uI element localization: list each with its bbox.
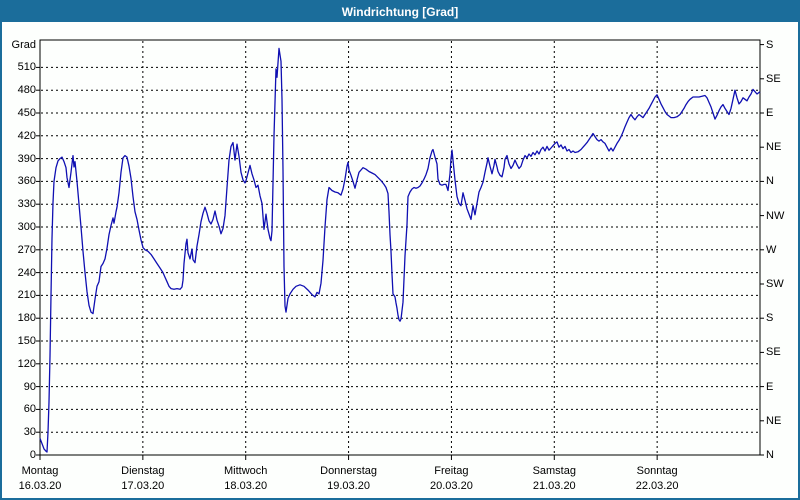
day-date-label: 16.03.20 — [18, 480, 62, 492]
day-name-label: Donnerstag — [320, 465, 377, 477]
y-left-tick-label: 480 — [17, 84, 36, 97]
y-left-tick-label: 300 — [17, 221, 36, 233]
y-right-compass-label: SE — [766, 72, 781, 85]
day-name-label: Freitag — [434, 465, 469, 477]
day-date-label: 19.03.20 — [327, 480, 370, 492]
y-left-tick-label: 60 — [23, 403, 36, 416]
y-axis-unit-label: Grad — [11, 39, 36, 51]
plot-frame — [39, 39, 761, 456]
y-right-compass-label: W — [766, 243, 777, 256]
y-right-compass-label: N — [766, 449, 774, 461]
y-left-tick-label: 330 — [17, 198, 36, 211]
y-left-tick-label: 510 — [17, 61, 36, 74]
y-right-compass-label: S — [766, 38, 774, 51]
y-left-tick-label: 150 — [17, 335, 36, 347]
y-right-compass-label: S — [766, 312, 774, 325]
y-left-tick-label: 270 — [17, 243, 36, 256]
y-left-tick-label: 120 — [17, 357, 36, 370]
y-left-tick-label: 450 — [17, 107, 36, 119]
y-left-tick-label: 210 — [17, 289, 36, 302]
day-name-label: Sonntag — [636, 465, 678, 477]
y-left-tick-label: 90 — [23, 380, 36, 393]
y-left-tick-label: 0 — [29, 449, 36, 461]
y-right-compass-label: E — [766, 380, 774, 393]
y-right-compass-label: SE — [766, 346, 781, 359]
y-left-tick-label: 360 — [17, 175, 36, 188]
y-right-compass-label: NW — [766, 209, 785, 222]
y-left-tick-label: 30 — [23, 426, 36, 439]
window-title: Windrichtung [Grad] — [2, 2, 798, 22]
y-left-tick-label: 390 — [17, 152, 36, 165]
y-right-compass-label: NE — [766, 414, 782, 427]
day-name-label: Dienstag — [121, 465, 165, 477]
day-name-label: Mittwoch — [224, 465, 268, 477]
y-right-compass-label: E — [766, 107, 774, 119]
day-date-label: 17.03.20 — [121, 480, 165, 492]
y-left-tick-label: 420 — [17, 129, 36, 142]
day-name-label: Montag — [21, 465, 59, 477]
y-right-compass-label: SW — [766, 278, 784, 290]
day-date-label: 18.03.20 — [224, 480, 268, 492]
y-right-compass-label: NE — [766, 141, 782, 154]
day-date-label: 22.03.20 — [635, 480, 679, 492]
day-date-label: 21.03.20 — [532, 480, 576, 492]
day-name-label: Samstag — [532, 465, 576, 477]
y-left-tick-label: 240 — [17, 266, 36, 279]
y-right-compass-label: N — [766, 175, 774, 188]
y-left-tick-label: 180 — [17, 312, 36, 325]
wind-direction-line — [39, 47, 761, 453]
day-date-label: 20.03.20 — [430, 480, 473, 492]
